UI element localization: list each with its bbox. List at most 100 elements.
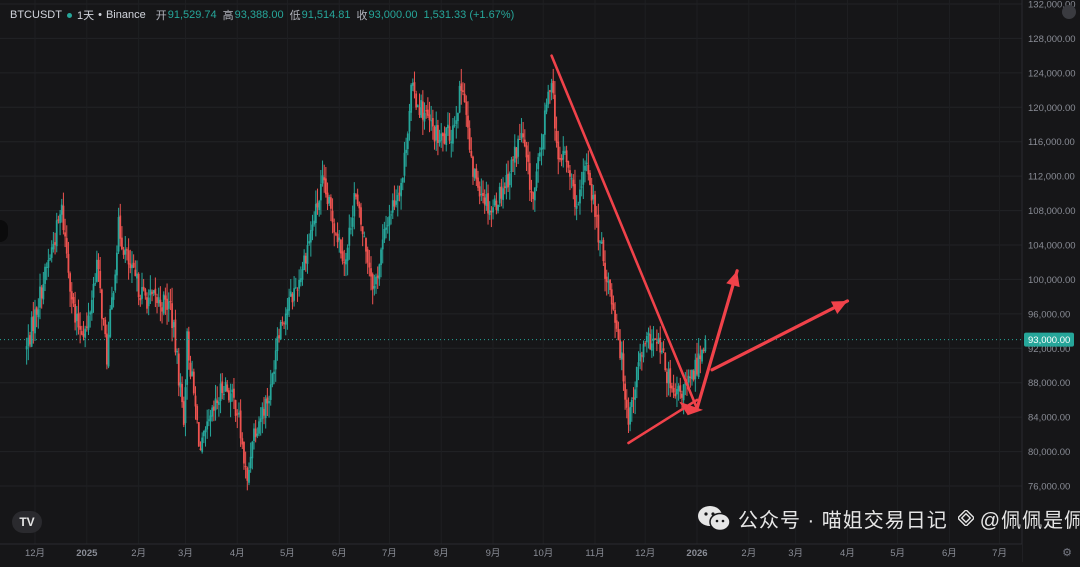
candle	[640, 351, 643, 371]
candle	[438, 129, 441, 147]
price-tick-label: 132,000.00	[1028, 0, 1076, 11]
candle	[704, 335, 707, 353]
candle	[679, 377, 682, 399]
candle	[462, 82, 464, 96]
tradingview-logo[interactable]: TV	[12, 511, 42, 533]
candle	[391, 193, 394, 219]
trend-line-annotation[interactable]	[550, 54, 699, 410]
candle	[112, 291, 115, 308]
arrow-head	[830, 300, 848, 314]
candle	[395, 189, 397, 208]
candle	[660, 342, 663, 355]
candle	[266, 387, 269, 417]
candle	[191, 360, 194, 377]
candle	[376, 266, 379, 289]
candle	[335, 231, 337, 237]
candle	[452, 118, 454, 152]
candle	[348, 214, 351, 260]
candle	[510, 156, 513, 188]
price-axis[interactable]: 132,000.00 128,000.00 124,000.00 120,000.00…	[1021, 0, 1080, 562]
candle	[42, 271, 45, 305]
candle	[604, 250, 606, 292]
candle	[694, 353, 697, 392]
candle	[212, 400, 215, 422]
candle	[630, 397, 633, 422]
settings-icon[interactable]	[1062, 5, 1076, 19]
candle	[433, 125, 436, 150]
candle	[204, 426, 207, 447]
candle	[109, 305, 112, 339]
candle	[149, 275, 152, 305]
candle	[69, 271, 72, 308]
candle	[187, 326, 190, 370]
candle	[532, 191, 535, 210]
candle	[662, 340, 665, 353]
candle	[493, 195, 496, 207]
candle	[164, 287, 167, 315]
annotations[interactable]	[550, 54, 850, 445]
candle	[564, 146, 566, 155]
candle	[27, 324, 30, 361]
candle	[547, 84, 550, 109]
time-tick-label: 7月	[382, 548, 397, 559]
candle	[619, 329, 622, 361]
price-tick-label: 80,000.00	[1028, 447, 1070, 458]
candle	[676, 376, 678, 408]
candle	[142, 278, 145, 292]
candle	[624, 375, 627, 410]
candle	[401, 177, 404, 191]
candle	[408, 103, 411, 141]
candle	[241, 432, 244, 449]
candle	[122, 246, 125, 259]
candle	[197, 422, 200, 447]
panel-toggle-handle[interactable]	[0, 220, 8, 242]
watermark-text: 公众号 · 喵姐交易日记	[738, 509, 948, 532]
author-handle: @佩佩是佩佩	[979, 509, 1080, 532]
candle	[589, 170, 591, 186]
candle	[477, 170, 479, 191]
candle	[181, 376, 184, 408]
time-axis[interactable]: 12月 2025 2月 3月 4月 5月 6月 7月 8月 9月 10月 11月 12月 2026 2月 3月…	[0, 543, 1022, 562]
candle	[343, 249, 346, 276]
candle	[550, 78, 553, 101]
open-value: 91,529.74	[167, 9, 217, 21]
candle	[595, 206, 598, 228]
close-value: 93,000.00	[368, 9, 418, 21]
candle	[443, 126, 446, 145]
arrow-annotation[interactable]	[710, 299, 850, 372]
price-tick-label: 116,000.00	[1028, 137, 1075, 148]
candle	[495, 192, 498, 215]
candle	[284, 307, 287, 336]
separator-dot: •	[98, 9, 102, 21]
trend-line-annotation[interactable]	[627, 398, 703, 445]
candle	[326, 182, 329, 211]
candle	[405, 137, 408, 167]
candle	[336, 222, 339, 249]
candle	[248, 462, 250, 486]
candle	[276, 327, 279, 361]
candle	[502, 177, 504, 209]
change-value: 1,531.33 (+1.67%)	[423, 9, 515, 21]
candle	[159, 286, 162, 322]
candle	[318, 199, 321, 217]
candle	[80, 325, 83, 336]
gear-icon[interactable]: ⚙	[1062, 547, 1072, 559]
candle	[303, 249, 306, 271]
candle	[540, 133, 543, 166]
candle	[79, 312, 82, 344]
candle	[652, 326, 655, 357]
symbol-label[interactable]: BTCUSDT	[10, 9, 62, 21]
time-tick-label: 3月	[178, 548, 193, 559]
candle	[666, 368, 668, 398]
candle	[40, 285, 43, 309]
candle	[600, 232, 603, 244]
candle	[625, 389, 628, 419]
candle	[126, 247, 128, 261]
candle	[263, 397, 265, 425]
interval-label[interactable]: 1天	[76, 10, 95, 22]
arrow-annotation[interactable]	[695, 269, 740, 411]
candle	[508, 171, 511, 200]
candle	[299, 266, 302, 287]
